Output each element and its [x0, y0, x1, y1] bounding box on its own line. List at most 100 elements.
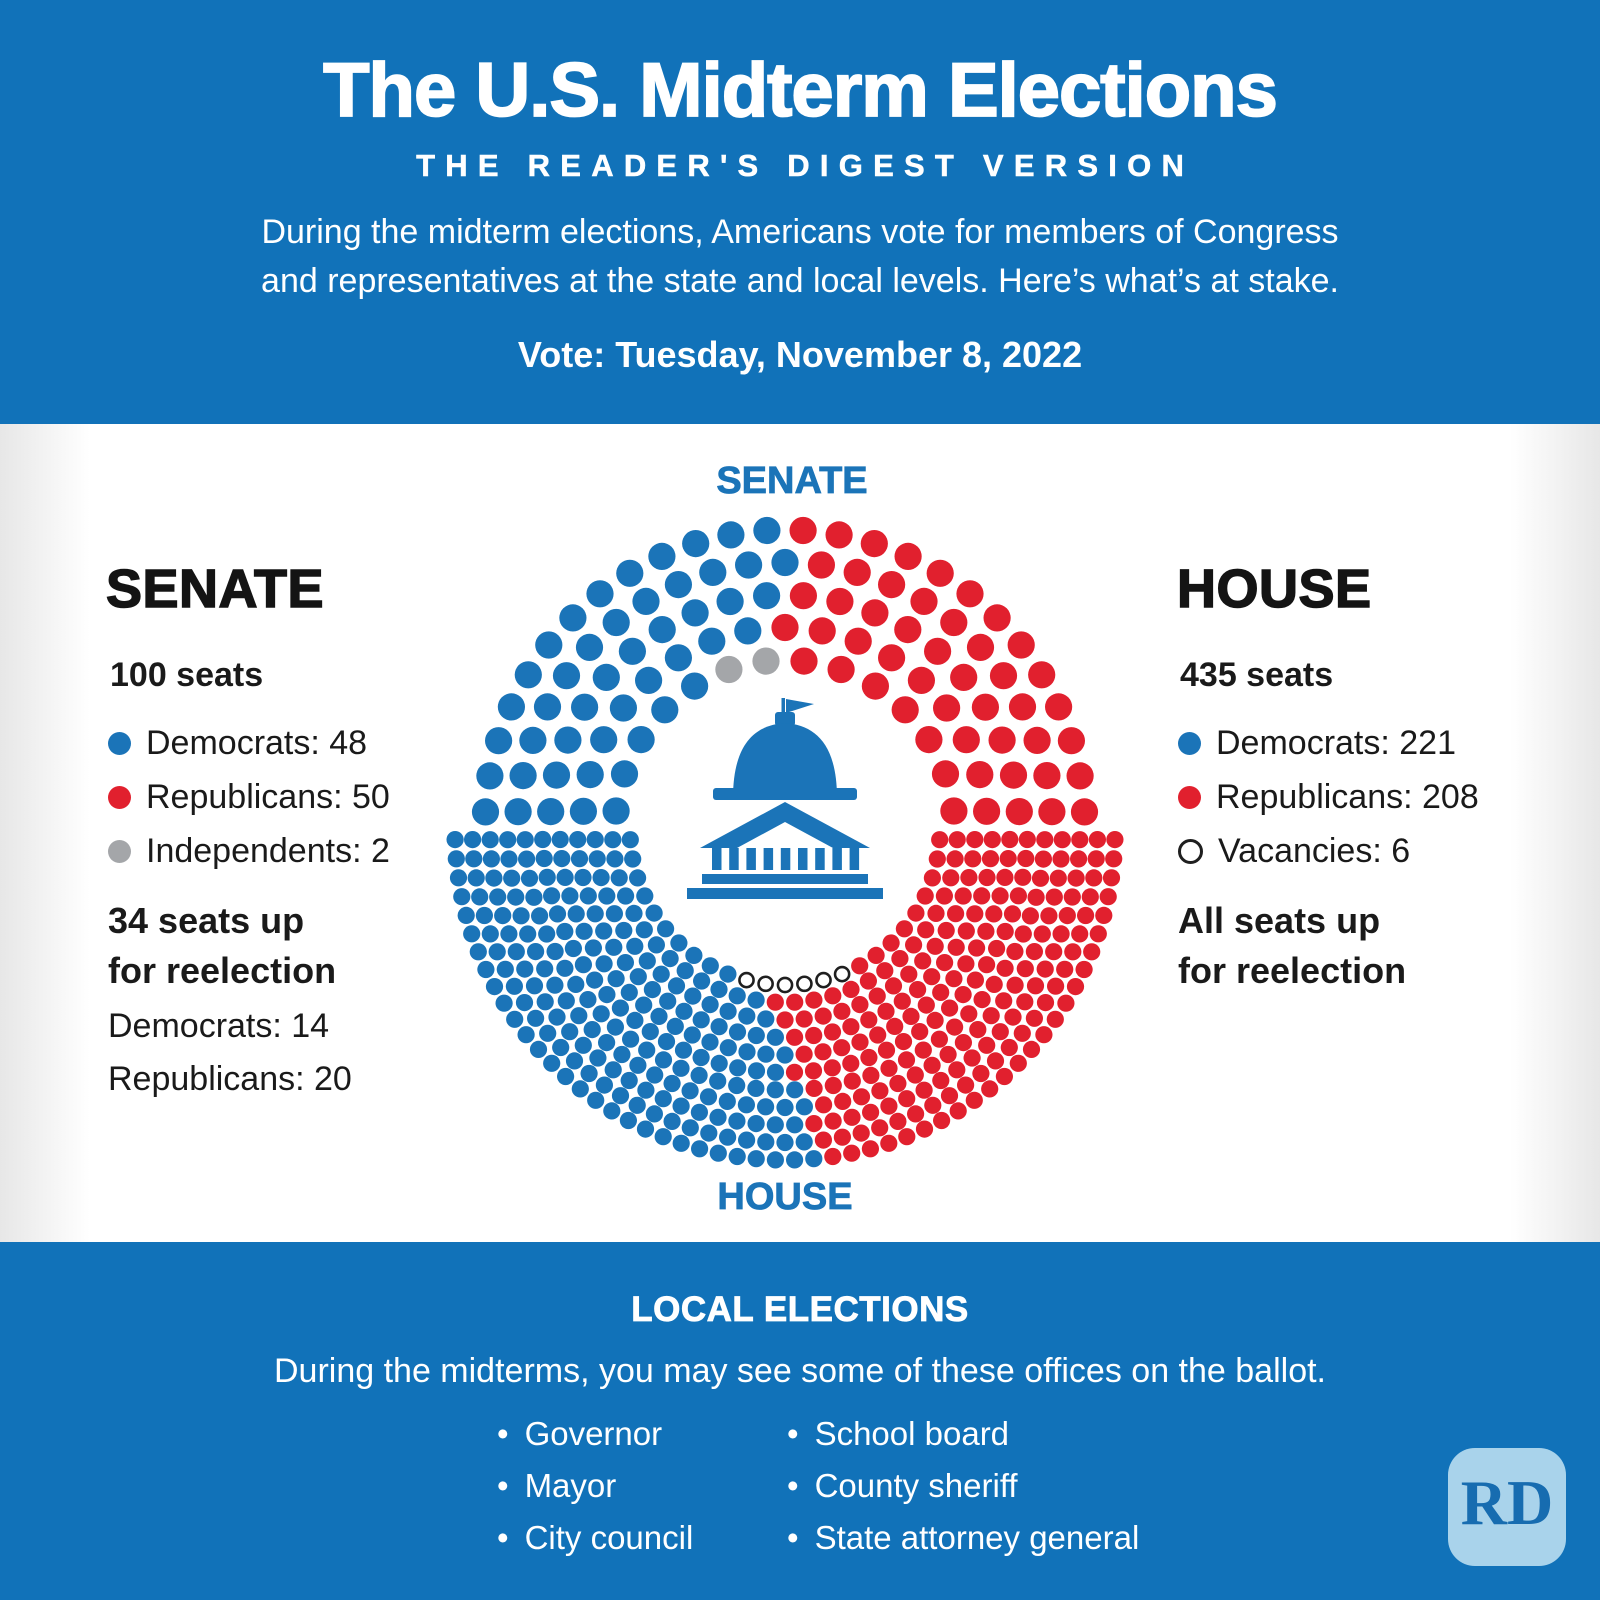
seat-dot [738, 1131, 756, 1149]
seat-dot [543, 887, 561, 905]
seat-dot [632, 587, 660, 616]
seat-dot [602, 608, 630, 637]
seat-dot [891, 950, 909, 968]
seat-dot [932, 1071, 950, 1090]
legend-label: Vacancies: 6 [1218, 831, 1411, 870]
seat-dot [1022, 1040, 1041, 1058]
seat-dot [814, 1007, 832, 1025]
seat-dot [852, 1088, 871, 1106]
bullet-icon: • [497, 1415, 509, 1452]
office-label: State attorney general [814, 1519, 1140, 1556]
seat-dot [884, 977, 903, 995]
seat-dot [1057, 994, 1075, 1012]
seat-dot [757, 1010, 775, 1028]
seat-dot [1007, 631, 1035, 659]
seat-dot [670, 934, 688, 952]
seat-dot [682, 530, 710, 558]
republican-dot-icon [108, 785, 131, 809]
seat-dot [569, 797, 598, 825]
seat-dot [995, 992, 1013, 1010]
seat-dot [446, 831, 464, 849]
seat-dot [827, 655, 855, 684]
seat-dot [776, 1011, 794, 1029]
seat-dot [453, 888, 471, 906]
seat-dot [860, 1011, 878, 1029]
seat-dot [489, 888, 507, 906]
seat-dot [915, 1120, 934, 1138]
seat-dot [937, 921, 955, 940]
parliament-chart [446, 516, 1124, 1169]
seat-dot [1026, 977, 1045, 995]
seat-dot [986, 1052, 1005, 1070]
seat-dot [902, 1007, 920, 1025]
seat-dot [1004, 1008, 1022, 1026]
seat-dot [734, 617, 762, 645]
seat-dot [719, 1128, 737, 1146]
seat-dot [531, 907, 549, 925]
seat-dot [968, 939, 986, 957]
seat-dot [595, 1076, 614, 1094]
seat-dot [996, 922, 1014, 941]
reelection-line-2: for reelection [108, 950, 337, 991]
seat-dot [917, 921, 935, 939]
header-band: The U.S. Midterm Elections THE READER'S … [0, 0, 1600, 424]
seat-dot [747, 1062, 766, 1080]
seat-dot [1036, 960, 1054, 978]
seat-dot [785, 1063, 804, 1081]
seat-dot [1045, 943, 1063, 961]
seat-dot [643, 981, 662, 999]
seat-dot [580, 1064, 598, 1083]
seat-dot [507, 943, 525, 961]
seat-dot [503, 869, 521, 887]
seat-dot [1035, 1026, 1053, 1044]
seat-dot [699, 1088, 718, 1106]
seat-dot [471, 798, 500, 826]
seat-dot [494, 907, 512, 925]
seat-dot [861, 672, 890, 700]
house-panel-heading-wrap: HOUSE [1176, 558, 1372, 620]
seat-dot [911, 1023, 929, 1041]
legend-label: Democrats: 221 [1216, 723, 1456, 762]
senate-reelection: 34 seats up for reelection [108, 896, 336, 996]
seat-dot [1028, 661, 1056, 689]
seat-dot [766, 1151, 785, 1169]
seat-dot [766, 1063, 785, 1081]
seat-dot [737, 1096, 756, 1114]
seat-dot [464, 831, 482, 849]
seat-dot [898, 1090, 916, 1108]
seat-dot [636, 1120, 655, 1138]
seat-dot [693, 972, 711, 990]
seat-dot [833, 1128, 852, 1146]
seat-dot [805, 1026, 823, 1045]
seat-dot [527, 1009, 545, 1027]
seat-dot [647, 936, 666, 954]
independent-seat-dot [715, 655, 743, 684]
seat-dot [771, 613, 799, 642]
seat-dot [701, 996, 719, 1014]
seat-dot [878, 644, 906, 672]
seat-dot [859, 972, 878, 990]
seat-dot [776, 1046, 794, 1064]
seat-dot [692, 1011, 710, 1029]
seat-dot [652, 965, 670, 983]
seat-dot [606, 850, 624, 868]
seat-dot [985, 975, 1003, 994]
seat-dot [991, 1023, 1009, 1041]
seat-dot [1000, 1038, 1018, 1057]
seat-dot [691, 1140, 709, 1158]
seat-dot [1085, 869, 1103, 887]
seat-dot [926, 559, 954, 587]
seat-dot [931, 831, 949, 849]
seat-dot [447, 850, 465, 868]
seat-dot [923, 1056, 941, 1074]
seat-dot [546, 976, 564, 994]
independent-seat-dot [752, 647, 780, 675]
vote-date: Vote: Tuesday, November 8, 2022 [517, 334, 1083, 375]
seat-dot [786, 1151, 804, 1169]
seat-dot [607, 970, 625, 988]
seat-dot [1047, 977, 1065, 995]
seat-dot [574, 868, 592, 887]
seat-dot [1040, 907, 1058, 925]
seat-dot [966, 905, 984, 923]
seat-dot [485, 727, 513, 755]
